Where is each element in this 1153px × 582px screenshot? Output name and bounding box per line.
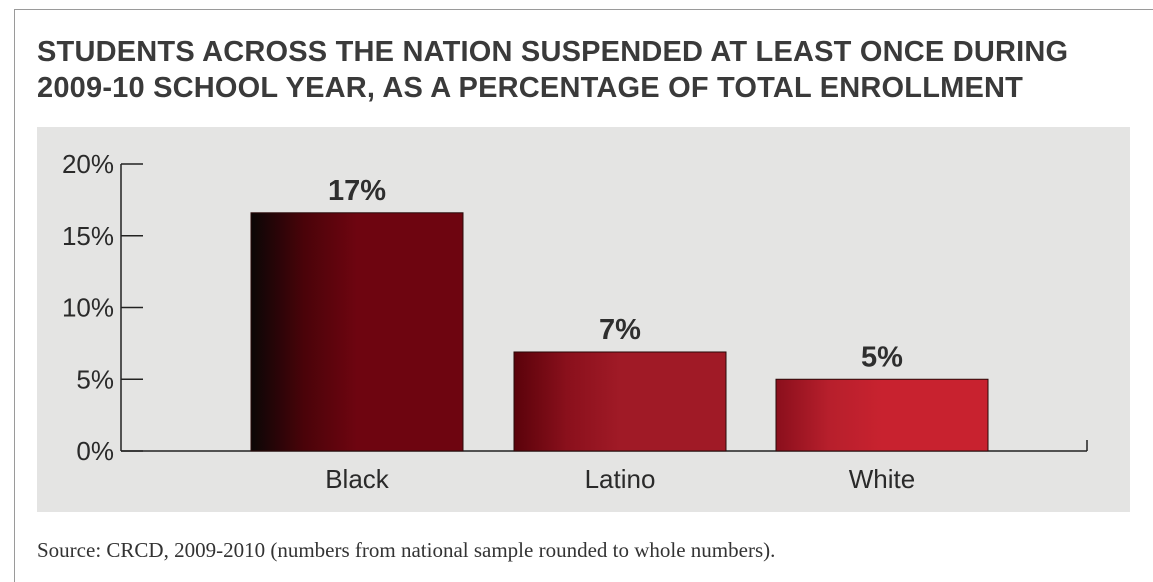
y-tick-label: 20% [62, 149, 114, 179]
y-tick-label: 0% [76, 436, 114, 466]
x-tick-label: White [849, 464, 915, 494]
data-label: 7% [599, 314, 641, 346]
y-tick-label: 5% [76, 364, 114, 394]
chart-title-line-1: STUDENTS ACROSS THE NATION SUSPENDED AT … [37, 36, 1069, 68]
x-tick-label: Latino [585, 464, 656, 494]
bar-latino [513, 351, 727, 452]
bar-black [250, 212, 464, 452]
chart-title: STUDENTS ACROSS THE NATION SUSPENDED AT … [37, 34, 1068, 106]
y-tick-label: 10% [62, 293, 114, 323]
source-note: Source: CRCD, 2009-2010 (numbers from na… [37, 538, 776, 562]
x-tick-label: Black [325, 464, 390, 494]
bar-white [775, 378, 989, 452]
chart-title-line-2: 2009-10 SCHOOL YEAR, AS A PERCENTAGE OF … [37, 72, 1024, 104]
y-tick-label: 15% [62, 221, 114, 251]
chart-frame [14, 9, 1153, 582]
data-label: 17% [328, 175, 386, 207]
data-label: 5% [861, 341, 903, 373]
